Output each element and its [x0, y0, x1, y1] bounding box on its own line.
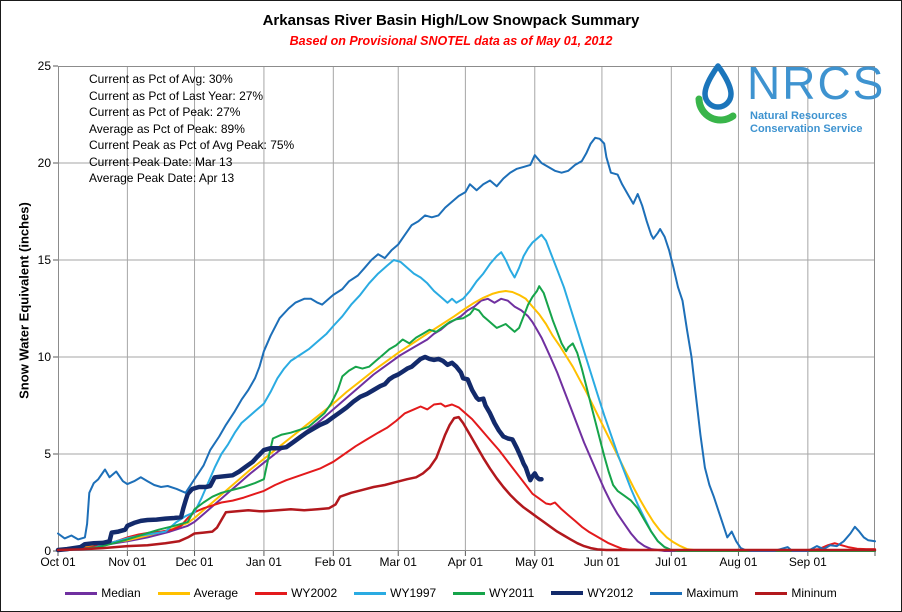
legend-swatch — [453, 591, 486, 595]
series-maximum — [57, 136, 876, 552]
legend-item-wy2011: WY2011 — [453, 586, 534, 600]
x-tick-label: Feb 01 — [314, 555, 352, 569]
y-tick-label: 15 — [37, 253, 51, 267]
series-wy2011 — [57, 285, 876, 552]
chart-legend: Median Average WY2002 WY1997 WY2011 WY2012 Max… — [1, 586, 901, 600]
legend-item-median: Median — [65, 586, 141, 600]
plot-area — [53, 65, 877, 556]
x-tick-label: Sep 01 — [788, 555, 827, 569]
y-axis-tick-labels: 0 5 10 15 20 25 — [21, 59, 51, 558]
x-axis-tick-labels: Oct 01 Nov 01 Dec 01 Jan 01 Feb 01 Mar 01 Apr … — [40, 555, 875, 571]
nrcs-logo-text: NRCS Natural Resources Conservation Serv… — [747, 57, 886, 136]
series-wy1997 — [57, 233, 876, 552]
legend-label: WY2011 — [489, 586, 535, 600]
y-tick-label: 0 — [44, 544, 51, 558]
legend-label: WY1997 — [390, 586, 437, 600]
stats-line: Current Peak Date: Mar 13 — [89, 154, 233, 169]
series-mininum — [56, 415, 877, 552]
legend-label: Average — [193, 586, 239, 600]
legend-label: Maximum — [686, 586, 739, 600]
y-tick-label: 20 — [37, 156, 51, 170]
legend-swatch — [551, 590, 584, 596]
legend-swatch — [255, 591, 288, 595]
legend-label: Median — [101, 586, 141, 600]
legend-item-wy1997: WY1997 — [354, 586, 436, 600]
nrcs-logo: NRCS Natural Resources Conservation Serv… — [695, 57, 886, 136]
legend-label: WY2012 — [587, 586, 634, 600]
y-tick-label: 25 — [37, 59, 51, 73]
stats-line: Average as Pct of Peak: 89% — [89, 121, 245, 136]
legend-label: WY2002 — [291, 586, 338, 600]
series-median — [57, 297, 876, 552]
y-tick-label: 10 — [37, 350, 51, 364]
nrcs-org-name: Natural Resources Conservation Service — [750, 110, 885, 136]
stats-line: Average Peak Date: Apr 13 — [89, 171, 235, 185]
stats-line: Current Peak as Pct of Avg Peak: 75% — [89, 138, 295, 152]
legend-item-mininum: Mininum — [755, 586, 837, 600]
stats-block: Current as Pct of Avg: 30% Current as Pc… — [89, 71, 294, 187]
chart-title: Arkansas River Basin High/Low Snowpack S… — [262, 12, 640, 29]
legend-swatch — [157, 591, 190, 595]
nrcs-org-line2: Conservation Service — [750, 123, 863, 135]
x-tick-label: Mar 01 — [379, 555, 417, 569]
series-wy2002 — [57, 402, 876, 551]
series-average — [57, 290, 876, 552]
series-wy2012 — [55, 354, 544, 553]
legend-item-wy2012: WY2012 — [551, 586, 633, 600]
x-tick-label: Oct 01 — [40, 555, 76, 569]
x-tick-label: Jan 01 — [245, 555, 282, 569]
legend-item-wy2002: WY2002 — [255, 586, 337, 600]
legend-swatch — [65, 591, 98, 595]
x-tick-label: Apr 01 — [447, 555, 484, 569]
legend-item-maximum: Maximum — [650, 586, 738, 600]
legend-item-average: Average — [157, 586, 239, 600]
x-tick-label: Dec 01 — [175, 555, 214, 569]
y-tick-label: 5 — [44, 447, 51, 461]
x-tick-label: May 01 — [515, 555, 555, 569]
nrcs-drop-icon — [695, 63, 737, 124]
legend-label: Mininum — [791, 586, 837, 600]
x-tick-label: Nov 01 — [108, 555, 147, 569]
x-tick-label: Aug 01 — [719, 555, 758, 569]
stats-line: Current as Pct of Last Year: 27% — [89, 88, 264, 103]
stats-line: Current as Pct of Avg: 30% — [89, 72, 233, 86]
x-tick-label: Jun 01 — [583, 555, 620, 569]
chart-subtitle: Based on Provisional SNOTEL data as of M… — [289, 34, 613, 48]
legend-swatch — [755, 591, 788, 595]
legend-swatch — [354, 591, 387, 595]
legend-swatch — [650, 591, 683, 595]
nrcs-acronym: NRCS — [747, 57, 886, 109]
stats-line: Current as Pct of Peak: 27% — [89, 105, 241, 119]
x-tick-label: Jul 01 — [655, 555, 688, 569]
nrcs-org-line1: Natural Resources — [750, 110, 848, 122]
